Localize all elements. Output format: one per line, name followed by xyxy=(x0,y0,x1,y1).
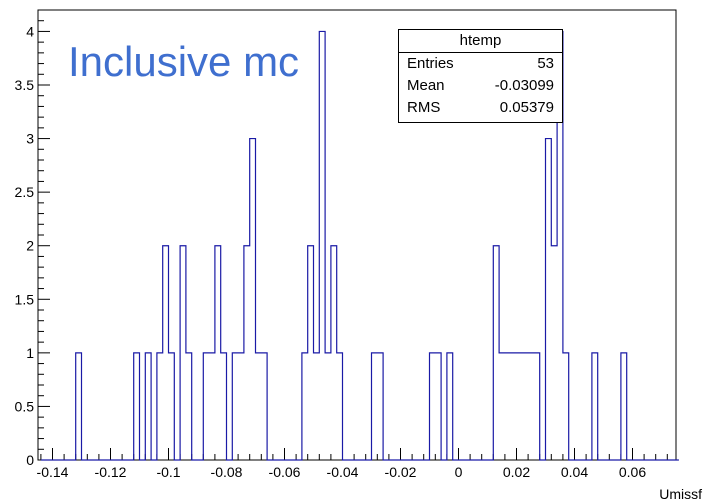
stats-row-rms: RMS 0.05379 xyxy=(399,97,562,119)
histogram-bin xyxy=(331,246,337,460)
histogram-bin xyxy=(238,353,244,460)
histogram-bin xyxy=(319,31,325,460)
stats-rms-label: RMS xyxy=(407,99,441,116)
stats-rms-value: 0.05379 xyxy=(499,99,554,116)
x-tick-label: -0.1 xyxy=(156,464,180,480)
histogram-bin xyxy=(186,353,192,460)
x-tick-label: 0.06 xyxy=(619,464,646,480)
x-tick-label: -0.06 xyxy=(269,464,301,480)
y-tick-label: 0.5 xyxy=(15,398,35,414)
x-axis-label: Umissf xyxy=(659,486,702,502)
histogram-bin xyxy=(157,353,163,460)
histogram-bin xyxy=(505,353,511,460)
histogram-bin xyxy=(435,353,441,460)
histogram-bin xyxy=(302,353,308,460)
histogram-bin xyxy=(203,353,209,460)
stats-row-entries: Entries 53 xyxy=(399,53,562,75)
y-axis-ticks: 0 0.5 1 1.5 2 2.5 3 3.5 4 xyxy=(15,9,50,468)
x-tick-label: 0 xyxy=(455,464,463,480)
histogram-bin xyxy=(180,246,186,460)
x-tick-label: -0.02 xyxy=(385,464,417,480)
histogram-bin xyxy=(372,353,378,460)
histogram-bin xyxy=(534,353,540,460)
histogram-bin xyxy=(511,353,517,460)
y-tick-label: 4 xyxy=(26,23,34,39)
y-tick-label: 2.5 xyxy=(15,184,35,200)
histogram-bin xyxy=(499,353,505,460)
histogram-outline xyxy=(40,30,679,461)
histogram-bin xyxy=(244,246,250,460)
x-tick-label: -0.14 xyxy=(37,464,69,480)
histogram-bin xyxy=(169,353,175,460)
histogram-bin xyxy=(546,139,552,460)
histogram-bin xyxy=(250,139,256,460)
histogram-bin xyxy=(522,353,528,460)
histogram-bin xyxy=(76,353,82,460)
x-tick-label: -0.12 xyxy=(95,464,127,480)
x-tick-label: 0.02 xyxy=(503,464,530,480)
stats-mean-value: -0.03099 xyxy=(494,77,554,94)
stats-entries-value: 53 xyxy=(537,55,554,72)
y-tick-label: 3.5 xyxy=(15,77,35,93)
histogram-bin xyxy=(209,353,215,460)
histogram-bin xyxy=(517,353,523,460)
y-tick-label: 0 xyxy=(26,452,34,468)
histogram-bin xyxy=(163,246,169,460)
histogram-bin xyxy=(325,353,331,460)
histogram-bin xyxy=(377,353,383,460)
y-tick-label: 2 xyxy=(26,238,34,254)
histogram-bin xyxy=(430,353,436,460)
stats-mean-label: Mean xyxy=(407,77,445,94)
stats-title: htemp xyxy=(399,30,562,53)
histogram-bin xyxy=(493,246,499,460)
histogram-bin xyxy=(592,353,598,460)
histogram-bin xyxy=(621,353,627,460)
stats-row-mean: Mean -0.03099 xyxy=(399,75,562,97)
histogram-bin xyxy=(337,353,343,460)
x-tick-label: -0.04 xyxy=(327,464,359,480)
y-tick-label: 1 xyxy=(26,345,34,361)
x-axis-ticks: -0.14 -0.12 -0.1 -0.08 -0.06 -0.04 -0.02 0 0.02 0… xyxy=(37,448,668,480)
histogram-bin xyxy=(134,353,140,460)
y-tick-label: 3 xyxy=(26,131,34,147)
y-tick-label: 1.5 xyxy=(15,291,35,307)
histogram-bin xyxy=(145,353,151,460)
histogram-bin xyxy=(232,353,238,460)
x-tick-label: 0.04 xyxy=(561,464,588,480)
stats-entries-label: Entries xyxy=(407,55,454,72)
histogram-bin xyxy=(261,353,267,460)
histogram-bin xyxy=(308,246,314,460)
histogram-bin xyxy=(215,246,221,460)
histogram-bin xyxy=(447,353,453,460)
histogram-bin xyxy=(221,353,227,460)
histogram-bin xyxy=(551,246,557,460)
histogram-bin xyxy=(314,353,320,460)
x-tick-label: -0.08 xyxy=(211,464,243,480)
chart-title: Inclusive mc xyxy=(68,38,300,85)
stats-box: htemp Entries 53 Mean -0.03099 RMS 0.053… xyxy=(398,29,563,123)
histogram-bin xyxy=(528,353,534,460)
histogram-bin xyxy=(256,353,262,460)
histogram-bin xyxy=(563,353,569,460)
